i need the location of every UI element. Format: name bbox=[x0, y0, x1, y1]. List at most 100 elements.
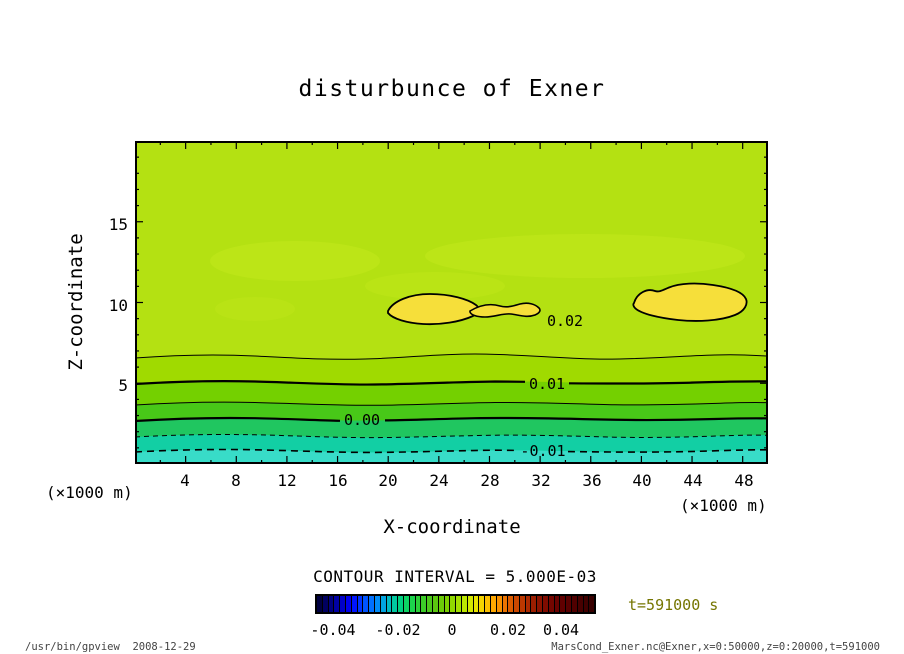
colorbar-cell bbox=[357, 596, 363, 612]
colorbar-cell bbox=[456, 596, 461, 612]
x-tick-label: 40 bbox=[632, 471, 652, 490]
colorbar-cell bbox=[345, 596, 351, 612]
x-tick-label: 36 bbox=[582, 471, 602, 490]
colorbar-cell bbox=[560, 596, 566, 612]
colorbar-tick-label: 0.04 bbox=[542, 621, 580, 639]
contour-line-0010-a bbox=[135, 380, 526, 386]
contour-line-m0005 bbox=[135, 433, 768, 439]
colorbar-cell bbox=[409, 596, 415, 612]
contour-line-0010-b bbox=[568, 380, 768, 385]
high-regions bbox=[387, 282, 748, 326]
contour-line-labels: 0.02 0.01 0.00 -0.01 bbox=[344, 312, 583, 460]
colorbar-cell bbox=[485, 596, 490, 612]
colorbar-cell bbox=[415, 596, 421, 612]
colorbar-cell bbox=[502, 596, 508, 612]
x-axis-unit-left: (×1000 m) bbox=[46, 483, 133, 502]
x-tick-label: 48 bbox=[734, 471, 754, 490]
colorbar-cell bbox=[479, 596, 485, 612]
colorbar-cell bbox=[496, 596, 502, 612]
colorbar-cell bbox=[514, 596, 519, 612]
colorbar-cell bbox=[490, 596, 496, 612]
x-tick-label: 32 bbox=[531, 471, 551, 490]
colorbar-cell bbox=[334, 596, 340, 612]
contour-lines bbox=[135, 353, 768, 454]
colorbar-cell bbox=[548, 596, 554, 612]
contour-plot: 0.02 0.01 0.00 -0.01 bbox=[135, 141, 768, 464]
contour-line-m0010-b bbox=[567, 448, 768, 453]
colorbar-cell bbox=[392, 596, 398, 612]
colorbar-cell bbox=[531, 596, 537, 612]
x-tick-label: 28 bbox=[480, 471, 500, 490]
colorbar-tick-label: -0.02 bbox=[375, 621, 421, 639]
colorbar-cell bbox=[461, 596, 467, 612]
y-tick-label: 10 bbox=[108, 296, 128, 315]
colorbar-tick-label: -0.04 bbox=[310, 621, 356, 639]
x-tick-label: 44 bbox=[683, 471, 703, 490]
colorbar-cell bbox=[432, 596, 438, 612]
y-axis-title: Z-coordinate bbox=[65, 233, 87, 371]
contour-label-000: 0.00 bbox=[344, 411, 380, 429]
colorbar-cell bbox=[519, 596, 525, 612]
x-axis-title: X-coordinate bbox=[383, 516, 521, 538]
x-tick-label: 16 bbox=[328, 471, 348, 490]
colorbar-cell bbox=[363, 596, 369, 612]
colorbar-cell bbox=[566, 596, 572, 612]
colorbar-cell bbox=[572, 596, 577, 612]
colorbar-cell bbox=[427, 596, 432, 612]
colorbar-cell bbox=[508, 596, 514, 612]
y-tick-label: 5 bbox=[118, 376, 128, 395]
contour-line-0000-a bbox=[135, 416, 341, 423]
colorbar-cell bbox=[473, 596, 479, 612]
colorbar-cell bbox=[450, 596, 456, 612]
high-blob-tail bbox=[469, 302, 541, 318]
x-axis-unit-right: (×1000 m) bbox=[680, 496, 767, 515]
light-patches bbox=[210, 234, 745, 321]
fill-bands bbox=[135, 141, 768, 464]
contour-line-0015 bbox=[135, 353, 768, 360]
colorbar-cell bbox=[403, 596, 409, 612]
colorbar-cell bbox=[577, 596, 583, 612]
colorbar-cell bbox=[340, 596, 345, 612]
colorbar-cell bbox=[380, 596, 386, 612]
x-tick-label: 4 bbox=[180, 471, 190, 490]
colorbar-cell bbox=[525, 596, 531, 612]
time-label: t=591000 s bbox=[628, 596, 719, 614]
footer-file-info: MarsCond_Exner.nc@Exner,x=0:50000,z=0:20… bbox=[551, 641, 880, 653]
colorbar-cell bbox=[444, 596, 450, 612]
colorbar-cell bbox=[421, 596, 427, 612]
band-below-m0010 bbox=[135, 449, 768, 464]
contour-line-0000-b bbox=[384, 416, 768, 422]
y-tick-label: 15 bbox=[108, 215, 128, 234]
colorbar-cell bbox=[589, 596, 595, 612]
x-tick-label: 20 bbox=[378, 471, 398, 490]
colorbar-cell bbox=[537, 596, 543, 612]
contour-label-m001: -0.01 bbox=[520, 442, 565, 460]
page-title: disturbunce of Exner bbox=[298, 76, 606, 102]
colorbar-cell bbox=[328, 596, 334, 612]
contour-line-0005 bbox=[135, 401, 768, 406]
x-tick-label: 8 bbox=[231, 471, 241, 490]
colorbar-cell bbox=[322, 596, 328, 612]
contour-line-m0010-a bbox=[135, 448, 519, 454]
footer-program-date: /usr/bin/gpview 2008-12-29 bbox=[25, 641, 196, 653]
contour-interval-caption: CONTOUR INTERVAL = 5.000E-03 bbox=[313, 567, 597, 586]
colorbar-tick-label: 0 bbox=[447, 621, 457, 639]
x-tick-label: 12 bbox=[277, 471, 297, 490]
colorbar-cell bbox=[374, 596, 380, 612]
colorbar-cell bbox=[317, 596, 322, 612]
colorbar-tick-label: 0.02 bbox=[489, 621, 527, 639]
colorbar-cell bbox=[554, 596, 560, 612]
colorbar-cell bbox=[543, 596, 548, 612]
plot-frame bbox=[135, 141, 768, 464]
colorbar-cell bbox=[438, 596, 444, 612]
contour-label-002: 0.02 bbox=[547, 312, 583, 330]
colorbar-cell bbox=[369, 596, 374, 612]
colorbar bbox=[315, 594, 596, 614]
colorbar-cell bbox=[467, 596, 473, 612]
colorbar-cell bbox=[398, 596, 403, 612]
colorbar-cell bbox=[583, 596, 589, 612]
high-blob-right bbox=[632, 282, 748, 322]
contour-label-001: 0.01 bbox=[529, 375, 565, 393]
colorbar-cell bbox=[386, 596, 392, 612]
